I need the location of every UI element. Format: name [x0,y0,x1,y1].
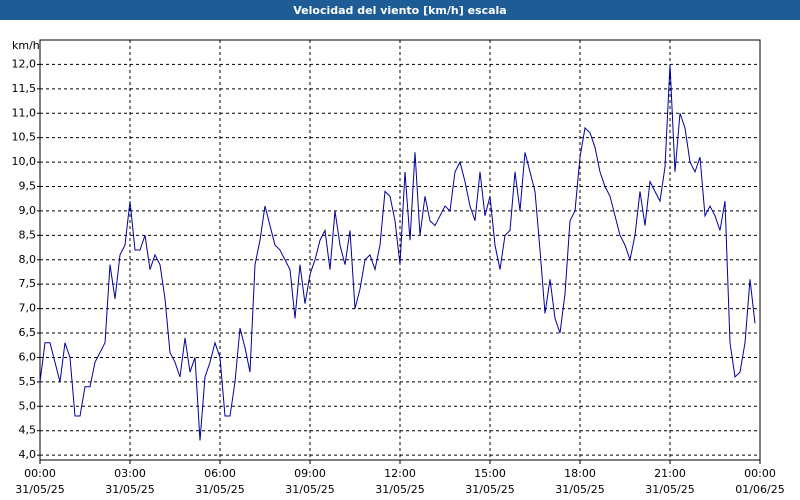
y-tick-label: 9,5 [19,180,37,193]
x-tick-label: 00:00 [744,467,776,480]
x-tick-date: 31/05/25 [555,483,604,496]
y-tick-label: 5,0 [19,399,37,412]
x-tick-label: 09:00 [294,467,326,480]
chart-title: Velocidad del viento [km/h] escala [293,4,506,17]
x-tick-date: 31/05/25 [465,483,514,496]
x-tick-label: 15:00 [474,467,506,480]
y-tick-label: 7,5 [19,277,37,290]
x-tick-label: 21:00 [654,467,686,480]
y-tick-label: 10,5 [12,131,37,144]
x-tick-date: 31/05/25 [375,483,424,496]
x-tick-date: 31/05/25 [15,483,64,496]
data-line [39,64,756,441]
y-tick-label: 12,0 [12,57,37,70]
x-tick-label: 18:00 [564,467,596,480]
y-tick-label: 4,5 [19,424,37,437]
y-tick-label: 6,5 [19,326,37,339]
x-tick-label: 12:00 [384,467,416,480]
x-tick-label: 03:00 [114,467,146,480]
x-tick-label: 06:00 [204,467,236,480]
x-tick-date: 01/06/25 [735,483,784,496]
y-tick-label: 11,0 [12,106,37,119]
x-tick-date: 31/05/25 [195,483,244,496]
y-unit: km/h [12,39,40,52]
y-tick-label: 7,0 [19,302,37,315]
y-tick-label: 6,0 [19,350,37,363]
x-tick-date: 31/05/25 [105,483,154,496]
y-tick-label: 11,5 [12,82,37,95]
x-tick-date: 31/05/25 [645,483,694,496]
y-tick-label: 4,0 [19,448,37,461]
y-tick-label: 8,0 [19,253,37,266]
title-bar [0,0,800,20]
y-tick-label: 5,5 [19,375,37,388]
x-tick-label: 00:00 [24,467,56,480]
y-tick-label: 9,0 [19,204,37,217]
y-tick-label: 8,5 [19,228,37,241]
y-tick-label: 10,0 [12,155,37,168]
x-tick-date: 31/05/25 [285,483,334,496]
